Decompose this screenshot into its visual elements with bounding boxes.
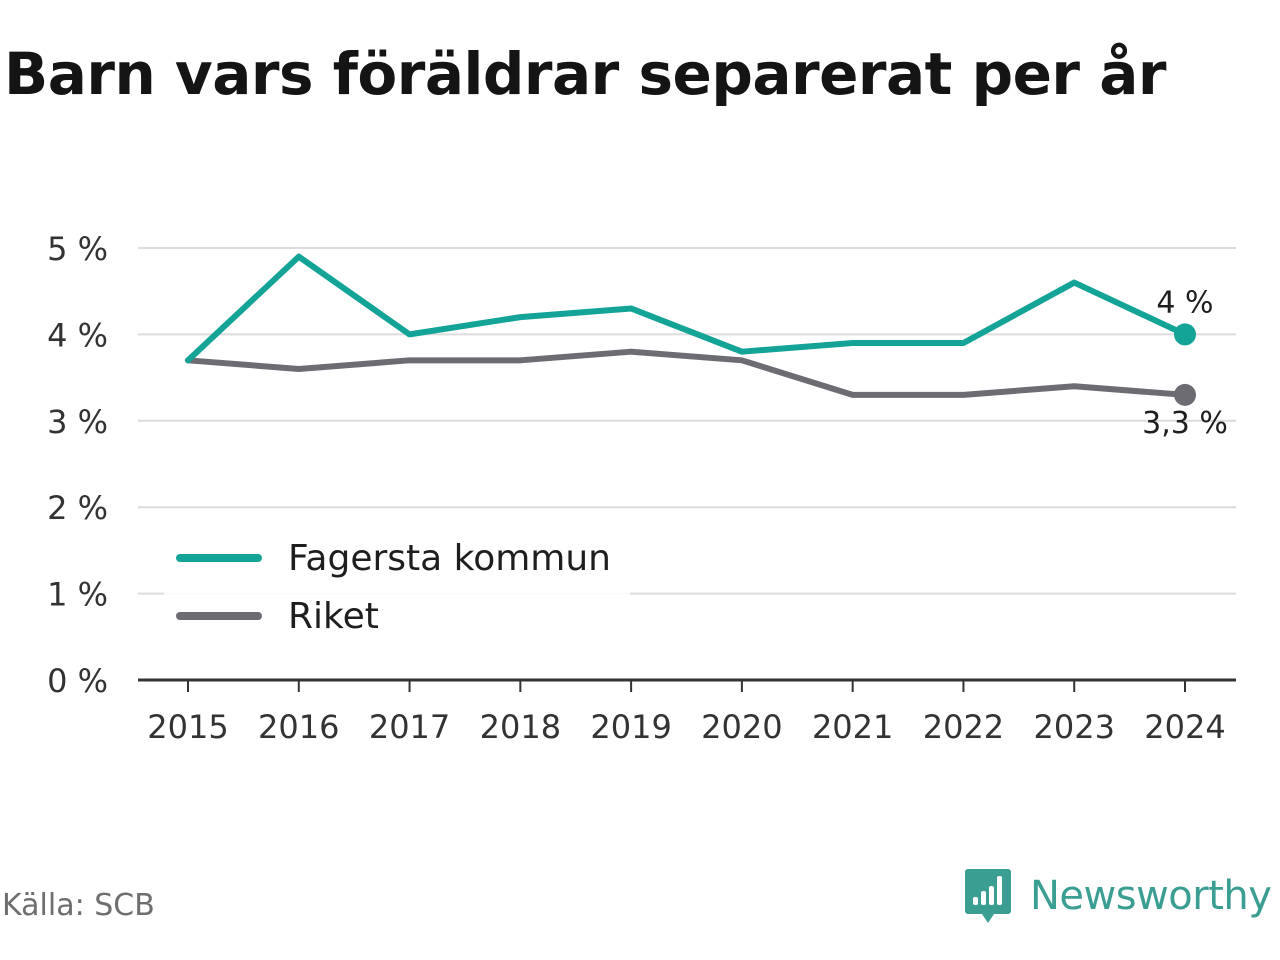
x-tick-label: 2015 bbox=[147, 708, 228, 746]
y-tick-label: 5 % bbox=[47, 230, 108, 268]
x-tick-label: 2017 bbox=[369, 708, 450, 746]
y-tick-label: 3 % bbox=[47, 403, 108, 441]
series-lines bbox=[185, 253, 1196, 406]
end-labels: 4 % 3,3 % bbox=[1142, 285, 1228, 440]
x-tick-label: 2018 bbox=[480, 708, 561, 746]
brand-name: Newsworthy bbox=[1030, 873, 1272, 919]
legend-background bbox=[164, 530, 630, 648]
x-tick-label: 2019 bbox=[590, 708, 671, 746]
y-tick-label: 1 % bbox=[47, 576, 108, 614]
x-tick-label: 2023 bbox=[1034, 708, 1115, 746]
y-tick-label: 0 % bbox=[47, 662, 108, 700]
x-tick-label: 2016 bbox=[258, 708, 339, 746]
x-axis-ticks: 2015 2016 2017 2018 2019 2020 2021 2022 2023 2024 bbox=[147, 680, 1226, 746]
chart-title: Barn vars föräldrar separerat per år bbox=[4, 40, 1166, 108]
x-tick-label: 2022 bbox=[923, 708, 1004, 746]
y-tick-label: 2 % bbox=[47, 489, 108, 527]
series-end-point-fagersta-kommun bbox=[1174, 323, 1196, 346]
series-line-riket bbox=[185, 348, 1188, 398]
legend: Fagersta kommun Riket bbox=[164, 530, 630, 648]
end-label-fagersta: 4 % bbox=[1156, 285, 1213, 320]
legend-label: Fagersta kommun bbox=[288, 538, 611, 579]
brand-logo: Newsworthy bbox=[964, 866, 1272, 926]
x-tick-label: 2021 bbox=[812, 708, 893, 746]
y-tick-label: 4 % bbox=[47, 316, 108, 354]
series-line-fagersta-kommun bbox=[185, 253, 1188, 364]
y-axis-tick-labels: 0 % 1 % 2 % 3 % 4 % 5 % bbox=[47, 230, 108, 700]
series-end-point-riket bbox=[1174, 383, 1196, 406]
x-tick-label: 2024 bbox=[1144, 708, 1225, 746]
newsworthy-logo-icon bbox=[965, 869, 1011, 923]
end-label-riket: 3,3 % bbox=[1142, 406, 1228, 441]
source-note: Källa: SCB bbox=[2, 888, 155, 923]
x-tick-label: 2020 bbox=[701, 708, 782, 746]
legend-label: Riket bbox=[288, 596, 379, 637]
